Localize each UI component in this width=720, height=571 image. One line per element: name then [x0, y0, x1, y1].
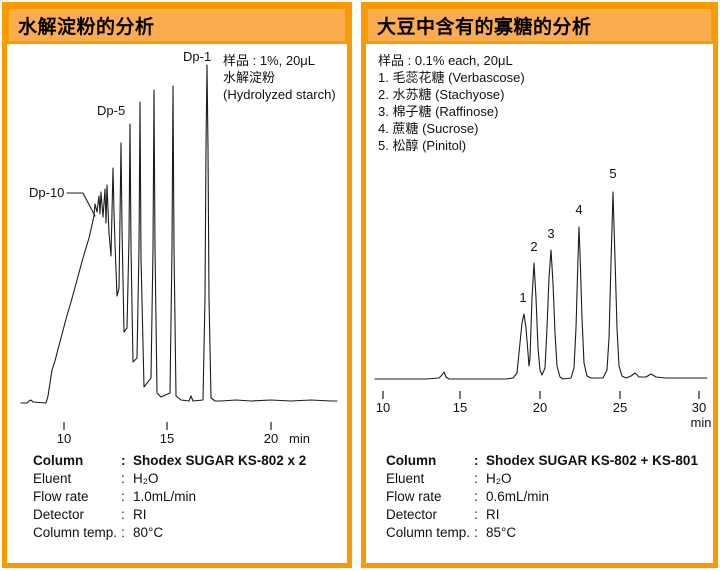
left-chromatogram-trace — [20, 64, 338, 404]
condition-row-detector: Detector: RI — [33, 507, 147, 522]
legend-item-1: 1. 毛蕊花糖 (Verbascose) — [378, 70, 525, 85]
right-x-tick-10: 10 — [375, 400, 391, 415]
panel-right-body: 样品 : 0.1% each, 20μL 1. 毛蕊花糖 (Verbascose… — [366, 44, 713, 563]
legend-item-2: 2. 水苏糖 (Stachyose) — [378, 87, 505, 102]
condition-row-flow-rate: Flow rate:1.0mL/min — [33, 489, 197, 504]
condition-row-eluent: Eluent: H₂O — [33, 471, 159, 486]
right-x-tick-15: 15 — [452, 400, 468, 415]
peak-label-3: 3 — [547, 226, 555, 241]
condition-row-column: Column: Shodex SUGAR KS-802 x 2 — [33, 453, 307, 468]
peak-label-1: 1 — [519, 290, 527, 305]
condition-row-flow-rate: Flow rate:0.6mL/min — [386, 489, 550, 504]
panel-left-title: 水解淀粉的分析 — [18, 16, 155, 38]
right-x-axis-unit: min — [690, 415, 712, 430]
right-x-tick-25: 25 — [612, 400, 628, 415]
condition-row-column-temp: Column temp.:80°C — [33, 525, 164, 540]
legend-item-5: 5. 松醇 (Pinitol) — [378, 138, 467, 153]
left-sample-line-3: (Hydrolyzed starch) — [223, 87, 336, 102]
panel-right-header: 大豆中含有的寡糖的分析 — [366, 7, 713, 44]
left-x-tick-15: 15 — [159, 431, 175, 446]
panel-right-title: 大豆中含有的寡糖的分析 — [377, 16, 592, 38]
peak-label-4: 4 — [575, 202, 583, 217]
peak-label-dp1: Dp-1 — [183, 49, 212, 64]
left-chromatogram-dp10-pointer-line — [66, 192, 96, 217]
condition-row-detector: Detector: RI — [386, 507, 500, 522]
peak-label-dp5: Dp-5 — [97, 103, 126, 118]
left-x-tick-20: 20 — [263, 431, 279, 446]
peak-label-2: 2 — [530, 239, 538, 254]
condition-row-eluent: Eluent: H₂O — [386, 471, 512, 486]
condition-row-column: Column: Shodex SUGAR KS-802 + KS-801 — [386, 453, 698, 468]
panel-left-title-plate: 水解淀粉的分析 — [9, 9, 345, 41]
left-conditions-table: Column: Shodex SUGAR KS-802 x 2 Eluent: H₂… — [33, 452, 306, 542]
panel-right-title-plate: 大豆中含有的寡糖的分析 — [368, 9, 711, 41]
panel-left-body: Dp-1 Dp-5 Dp-10 样品 : 1%, 20μL 水解淀粉 (Hydr… — [7, 44, 347, 563]
legend-item-3: 3. 棉子糖 (Raffinose) — [378, 104, 499, 119]
panel-hydrolyzed-starch: 水解淀粉的分析 Dp-1 Dp-5 Dp-10 样品 : 1%, 20μL 水解… — [2, 2, 352, 568]
right-conditions-table: Column: Shodex SUGAR KS-802 + KS-801 Elue… — [386, 452, 698, 542]
right-sample-header: 样品 : 0.1% each, 20μL — [378, 53, 513, 68]
left-x-tick-10: 10 — [56, 431, 72, 446]
left-sample-line-1: 样品 : 1%, 20μL — [223, 53, 316, 68]
left-x-axis-unit: min — [289, 431, 310, 446]
peak-label-5: 5 — [609, 166, 617, 181]
left-sample-annotation: 样品 : 1%, 20μL 水解淀粉 (Hydrolyzed starch) — [223, 52, 336, 103]
right-x-tick-30: 30 — [691, 400, 707, 415]
panel-left-header: 水解淀粉的分析 — [7, 7, 347, 44]
right-sample-annotation: 样品 : 0.1% each, 20μL 1. 毛蕊花糖 (Verbascose… — [378, 52, 525, 154]
legend-item-4: 4. 蔗糖 (Sucrose) — [378, 121, 479, 136]
left-chromatogram — [20, 64, 338, 430]
left-sample-line-2: 水解淀粉 — [223, 70, 276, 85]
right-chromatogram — [374, 191, 708, 399]
right-x-tick-20: 20 — [532, 400, 548, 415]
condition-row-column-temp: Column temp.:85°C — [386, 525, 517, 540]
panel-soybean-oligosaccharides: 大豆中含有的寡糖的分析 样品 : 0.1% each, 20μL 1. 毛蕊花糖… — [361, 2, 718, 568]
right-chromatogram-trace — [374, 191, 708, 380]
peak-label-dp10: Dp-10 — [29, 185, 65, 200]
